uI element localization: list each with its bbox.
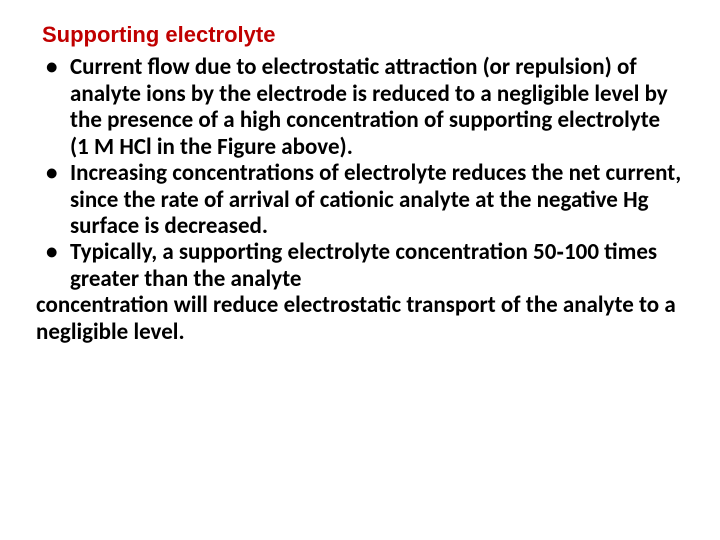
bullet-item: Current flow due to electrostatic attrac… bbox=[36, 54, 684, 160]
bullet-item: Increasing concentrations of electrolyte… bbox=[36, 160, 684, 239]
bullet-continuation: concentration will reduce electrostatic … bbox=[36, 292, 684, 345]
slide-heading: Supporting electrolyte bbox=[42, 22, 684, 48]
bullet-list: Current flow due to electrostatic attrac… bbox=[36, 54, 684, 292]
bullet-item: Typically, a supporting electrolyte conc… bbox=[36, 239, 684, 292]
slide: Supporting electrolyte Current flow due … bbox=[0, 0, 720, 540]
